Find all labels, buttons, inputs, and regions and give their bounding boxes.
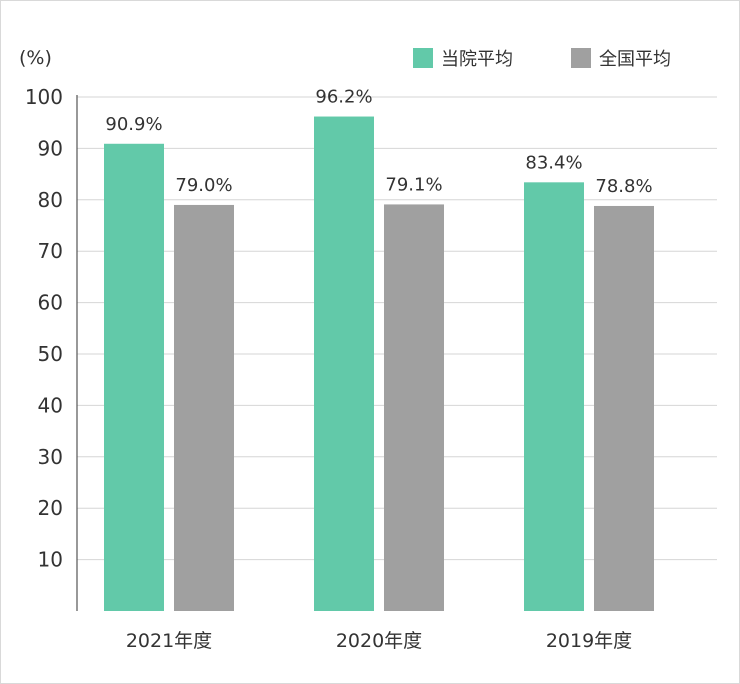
y-tick-label-100: 100 [25, 85, 63, 109]
data-label-2-0: 83.4% [525, 152, 582, 173]
y-tick-label-70: 70 [38, 239, 63, 263]
data-label-0-0: 90.9% [105, 114, 162, 135]
x-category-label-0: 2021年度 [126, 630, 212, 652]
bar-2-0 [524, 182, 584, 611]
x-category-label-1: 2020年度 [336, 630, 422, 652]
x-category-label-2: 2019年度 [546, 630, 632, 652]
y-tick-label-20: 20 [38, 496, 63, 520]
y-axis: (%) 10 20 30 40 50 60 70 80 90 100 [19, 47, 78, 611]
bar-2-1 [594, 205, 654, 611]
data-label-0-1: 79.0% [175, 175, 232, 196]
bar-1-1 [384, 204, 444, 611]
y-tick-label-30: 30 [38, 445, 63, 469]
data-label-1-1: 79.1% [385, 174, 442, 195]
data-label-1-0: 96.2% [315, 87, 372, 108]
y-tick-label-40: 40 [38, 393, 63, 417]
y-tick-label-60: 60 [38, 291, 63, 315]
y-axis-unit-label: (%) [19, 47, 52, 69]
data-labels: 90.9% 79.0% 96.2% 79.1% 83.4% 78.8% [105, 87, 652, 197]
y-tick-label-90: 90 [38, 136, 63, 160]
bar-0-1 [174, 204, 234, 611]
legend-label-0: 当院平均 [441, 49, 513, 70]
data-label-2-1: 78.8% [595, 176, 652, 197]
bar-0-0 [104, 143, 164, 612]
bar-1-0 [314, 116, 374, 612]
y-tick-label-50: 50 [38, 342, 63, 366]
legend-swatch-1 [571, 48, 591, 68]
x-axis-categories: 2021年度 2020年度 2019年度 [126, 630, 632, 652]
y-tick-label-80: 80 [38, 188, 63, 212]
legend-label-1: 全国平均 [599, 49, 671, 70]
y-tick-label-10: 10 [38, 548, 63, 572]
legend-swatch-0 [413, 48, 433, 68]
bars [104, 116, 654, 612]
legend: 当院平均 全国平均 [413, 48, 671, 70]
